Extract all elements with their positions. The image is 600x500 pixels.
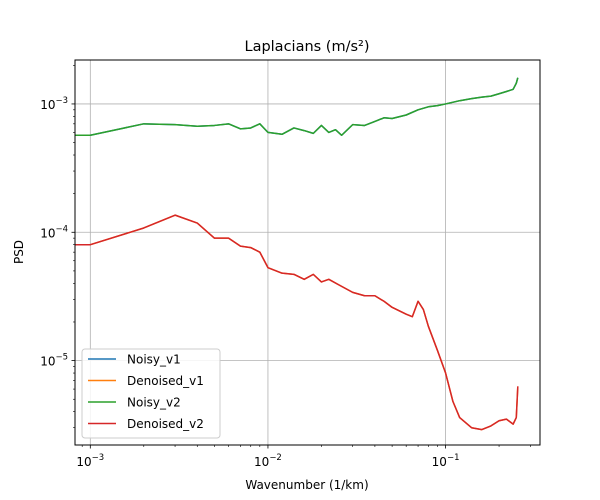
legend-label: Denoised_v1 bbox=[127, 374, 204, 388]
y-tick-label: 10−4 bbox=[40, 224, 68, 240]
x-tick-label: 10−1 bbox=[432, 453, 460, 469]
plot-frame bbox=[74, 59, 541, 446]
x-axis-label: Wavenumber (1/km) bbox=[245, 478, 368, 492]
legend-label: Noisy_v1 bbox=[127, 353, 181, 367]
chart-title: Laplacians (m/s²) bbox=[244, 39, 369, 55]
series-line-denoised-v2 bbox=[75, 214, 519, 431]
legend-box bbox=[81, 348, 221, 439]
series-lines bbox=[75, 77, 519, 431]
x-tick-label: 10−3 bbox=[76, 453, 104, 469]
y-axis-label: PSD bbox=[12, 240, 26, 264]
legend-label: Denoised_v2 bbox=[127, 417, 204, 431]
y-tick-label: 10−5 bbox=[40, 353, 68, 369]
axis-ticks: 10−3 10−2 10−1 10−5 10−4 10−3 bbox=[40, 65, 531, 469]
series-line-noisy-v2 bbox=[75, 77, 519, 137]
legend-label: Noisy_v2 bbox=[127, 396, 181, 410]
x-tick-label: 10−2 bbox=[254, 453, 282, 469]
y-tick-label: 10−3 bbox=[40, 96, 68, 112]
legend: Noisy_v1 Denoised_v1 Noisy_v2 Denoised_v2 bbox=[81, 348, 221, 439]
